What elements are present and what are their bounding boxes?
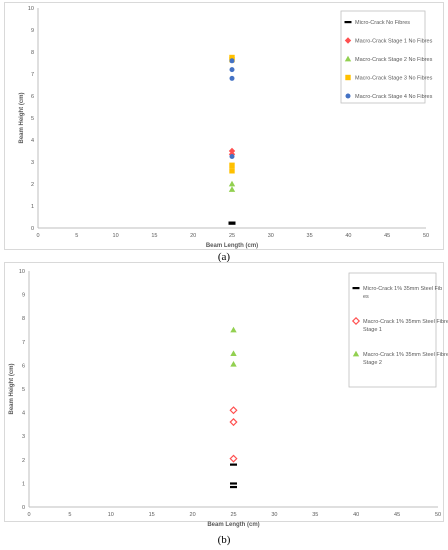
y-tick-label: 2	[31, 182, 34, 188]
x-tick-label: 20	[190, 233, 196, 239]
legend-label-0: Micro-Crack No Fibres	[355, 20, 410, 26]
y-tick-label: 3	[31, 160, 34, 166]
x-tick-label: 45	[384, 233, 390, 239]
y-tick-label: 8	[31, 50, 34, 56]
x-tick-label: 50	[423, 233, 429, 239]
legend-box	[340, 10, 426, 104]
data-point-a-series-1	[228, 147, 236, 155]
data-point-a-series-4	[229, 75, 235, 81]
legend-label-1: Macro-Crack 1% 35mm Steel Fibre	[363, 319, 448, 325]
legend-label-2: Stage 2	[363, 360, 382, 366]
y-tick-label: 0	[22, 505, 25, 511]
y-tick-label: 1	[31, 204, 34, 210]
caption-a: (a)	[217, 251, 231, 263]
y-tick-label: 4	[31, 138, 34, 144]
legend-label-4: Macro-Crack Stage 4 No Fibres	[355, 94, 433, 100]
legend-label-1: Macro-Crack Stage 1 No Fibres	[355, 39, 433, 45]
data-point-a-series-0	[228, 221, 236, 224]
x-tick-label: 45	[394, 512, 400, 518]
y-tick-label: 9	[22, 293, 25, 299]
y-tick-label: 5	[22, 387, 25, 393]
legend-marker-1	[344, 37, 352, 44]
data-point-a-series-0	[228, 222, 236, 225]
x-tick-label: 5	[75, 233, 78, 239]
x-tick-label: 15	[149, 512, 155, 518]
data-point-b-series-2	[230, 361, 237, 367]
data-point-b-series-2	[230, 326, 237, 333]
x-axis-title: Beam Length (cm)	[206, 243, 258, 249]
data-point-a-series-4	[229, 58, 235, 64]
data-point-a-series-4	[229, 154, 235, 159]
data-point-b-series-0	[230, 482, 237, 485]
x-tick-label: 5	[68, 512, 71, 518]
y-tick-label: 1	[22, 481, 25, 487]
data-point-b-series-1	[229, 406, 238, 415]
y-axis-title: Beam Height (cm)	[19, 92, 25, 143]
legend-marker-4	[345, 93, 351, 99]
legend-label-1: Stage 1	[363, 327, 382, 333]
legend-label-2: Macro-Crack Stage 2 No Fibres	[355, 57, 433, 63]
data-point-a-series-2	[228, 180, 236, 187]
legend-label-0: Micro-Crack 1% 35mm Steel Fib	[363, 286, 442, 292]
y-tick-label: 5	[31, 116, 34, 122]
x-tick-label: 30	[271, 512, 277, 518]
legend-marker-2	[344, 55, 352, 62]
x-tick-label: 0	[27, 512, 30, 518]
chart-panel-b: 0 5 10 15 20 25 30 35 40 45 50 0 1 2 3 4 5 6 7 8 9 10 Beam Len…	[4, 262, 448, 528]
y-tick-label: 10	[19, 269, 25, 275]
legend-marker-3	[345, 74, 351, 81]
y-tick-label: 6	[31, 94, 34, 100]
data-point-b-series-1	[229, 417, 238, 427]
data-point-a-series-2	[228, 186, 236, 192]
chart-panel-a: 0 5 10 15 20 25 30 35 40 45 50 0 1 2 3 4 5 6 7 8 9 10 Beam Len…	[4, 2, 444, 250]
y-tick-label: 10	[28, 6, 34, 12]
caption-b: (b)	[217, 534, 231, 546]
legend-marker-2	[352, 350, 360, 357]
y-tick-label: 4	[22, 411, 25, 417]
x-tick-label: 15	[151, 233, 157, 239]
data-point-b-series-0	[230, 463, 237, 466]
legend-label-3: Macro-Crack Stage 3 No Fibres	[355, 76, 433, 82]
legend-marker-0	[344, 21, 352, 24]
y-tick-label: 8	[22, 316, 25, 322]
x-tick-label: 10	[113, 233, 119, 239]
x-tick-label: 25	[230, 512, 236, 518]
x-tick-label: 35	[307, 233, 313, 239]
x-tick-label: 10	[108, 512, 114, 518]
y-tick-label: 7	[31, 72, 34, 78]
legend-marker-1	[351, 316, 361, 326]
x-tick-label: 40	[345, 233, 351, 239]
x-tick-label: 25	[229, 233, 235, 239]
x-tick-label: 40	[353, 512, 359, 518]
legend-marker-0	[352, 287, 360, 290]
legend-label-2: Macro-Crack 1% 35mm Steel Fibre	[363, 352, 448, 358]
x-tick-label: 0	[36, 233, 39, 239]
x-axis-title: Beam Length (cm)	[207, 522, 259, 528]
x-tick-label: 20	[190, 512, 196, 518]
data-point-b-series-0	[230, 485, 237, 489]
data-point-b-series-1	[229, 454, 238, 463]
y-tick-label: 9	[31, 28, 34, 34]
data-point-b-series-2	[230, 350, 237, 356]
legend-label-0: es	[363, 294, 369, 300]
y-tick-label: 3	[22, 434, 25, 440]
legend-box	[348, 272, 437, 388]
data-point-a-series-4	[229, 67, 235, 73]
y-axis-title: Beam Height (cm)	[9, 363, 15, 414]
x-tick-label: 30	[268, 233, 274, 239]
x-tick-label: 35	[312, 512, 318, 518]
y-tick-label: 7	[22, 340, 25, 346]
data-point-a-series-3	[229, 162, 235, 168]
data-point-a-series-3	[229, 168, 235, 174]
x-tick-label: 50	[435, 512, 441, 518]
y-tick-label: 0	[31, 226, 34, 232]
y-tick-label: 6	[22, 363, 25, 369]
y-tick-label: 2	[22, 458, 25, 464]
